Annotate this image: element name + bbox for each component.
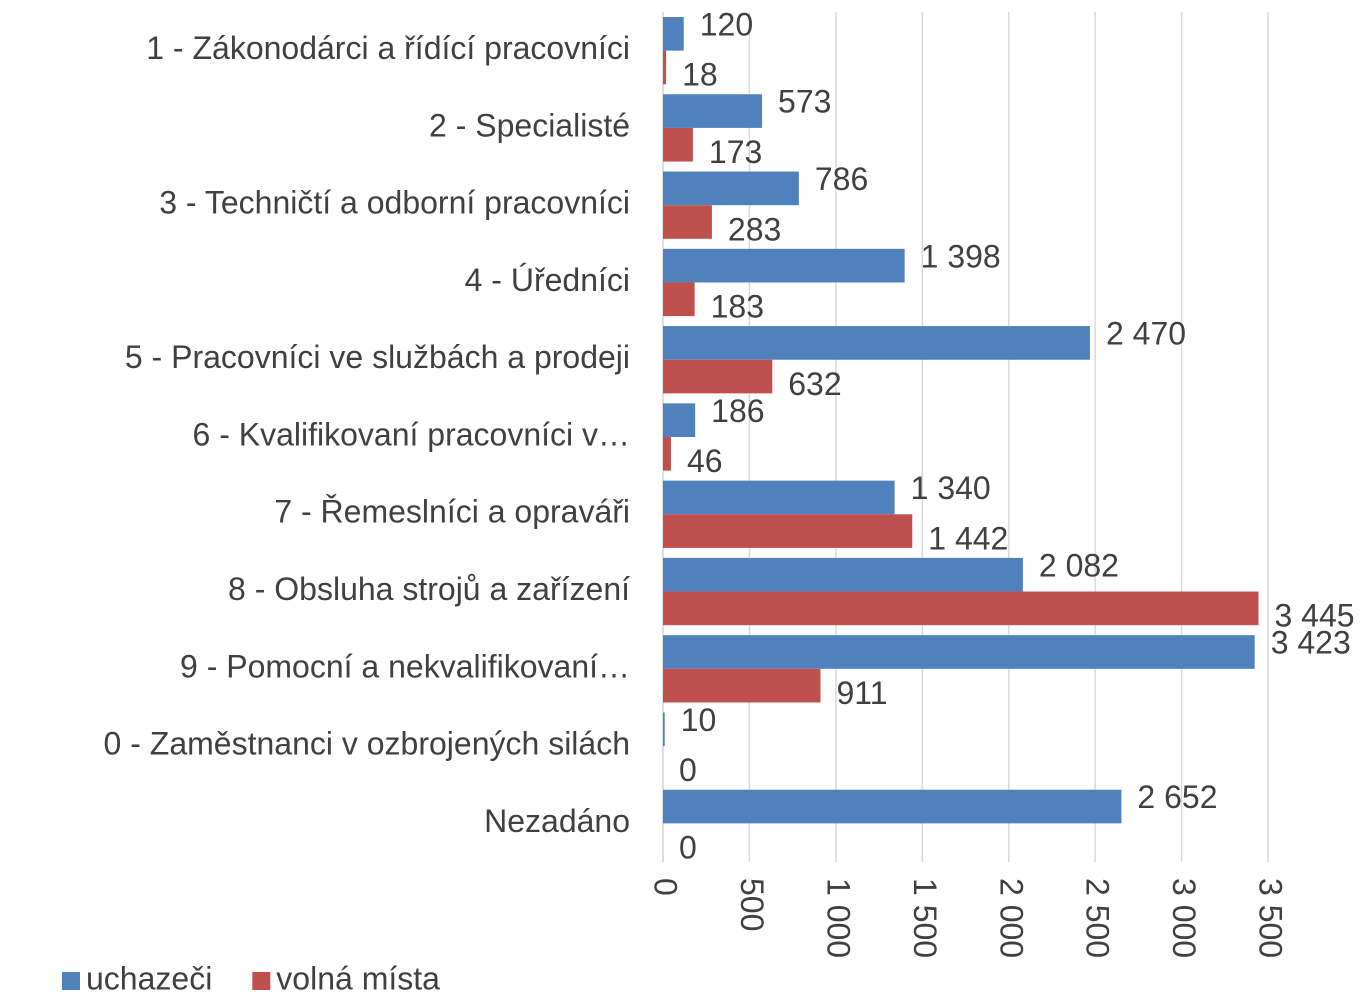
bar [663, 437, 671, 471]
legend-label: volná místa [276, 960, 440, 996]
x-tick-label: 2 000 [993, 878, 1029, 958]
bar [663, 171, 799, 206]
data-label: 1 442 [928, 520, 1008, 556]
x-tick-label: 500 [734, 878, 770, 931]
bar [663, 712, 665, 747]
bar [663, 789, 1122, 824]
data-label: 1 340 [911, 470, 991, 506]
legend-swatch [62, 972, 80, 990]
data-label: 120 [700, 6, 753, 42]
bar [663, 248, 905, 283]
y-tick-label: 2 - Specialisté [429, 107, 630, 143]
bar [663, 668, 821, 703]
data-label: 283 [728, 211, 781, 247]
bar [663, 359, 773, 394]
bar [663, 127, 693, 162]
data-label: 173 [709, 134, 762, 170]
data-label: 786 [815, 161, 868, 197]
y-tick-label: 8 - Obsluha strojů a zařízení [228, 571, 630, 607]
data-label: 18 [682, 57, 718, 93]
bar [663, 480, 895, 515]
data-label: 0 [679, 752, 697, 788]
data-label: 183 [711, 289, 764, 325]
bar [663, 282, 695, 317]
data-label: 2 470 [1106, 316, 1186, 352]
bar [663, 17, 684, 51]
legend-swatch [252, 972, 271, 990]
bar [663, 635, 1255, 669]
data-label: 2 652 [1137, 779, 1217, 815]
x-tick-label: 1 000 [820, 878, 856, 958]
y-tick-label: 0 - Zaměstnanci v ozbrojených silách [104, 726, 630, 762]
data-label: 1 398 [921, 238, 1001, 274]
data-label: 3 423 [1271, 625, 1351, 661]
y-tick-label: 4 - Úředníci [465, 262, 630, 298]
x-tick-label: 0 [648, 878, 684, 896]
bar [663, 94, 763, 128]
bar [663, 514, 913, 548]
y-tick-label: Nezadáno [484, 803, 630, 839]
data-label: 186 [711, 393, 764, 429]
y-tick-label: 6 - Kvalifikovaní pracovníci v… [193, 416, 631, 452]
bar [663, 591, 1259, 626]
data-label: 2 082 [1039, 547, 1119, 583]
y-tick-label: 9 - Pomocní a nekvalifikovaní… [180, 648, 630, 684]
y-tick-label: 7 - Řemeslníci a opraváři [274, 494, 630, 530]
data-label: 10 [681, 702, 717, 738]
x-tick-label: 2 500 [1080, 878, 1116, 958]
bar [663, 403, 696, 437]
legend-label: uchazeči [86, 960, 212, 996]
data-label: 573 [778, 84, 831, 120]
x-tick-label: 1 500 [907, 878, 943, 958]
data-label: 3 445 [1274, 598, 1354, 634]
data-label: 0 [679, 829, 697, 865]
bar [663, 326, 1090, 360]
y-tick-label: 5 - Pracovníci ve službách a prodeji [125, 339, 630, 375]
data-label: 911 [836, 675, 887, 711]
x-tick-label: 3 500 [1253, 878, 1289, 958]
bar [663, 205, 712, 239]
bar [663, 50, 667, 85]
y-tick-label: 1 - Zákonodárci a řídící pracovníci [146, 30, 630, 66]
x-tick-label: 3 000 [1166, 878, 1202, 958]
data-label: 46 [687, 443, 723, 479]
bar [663, 557, 1023, 592]
data-label: 632 [788, 366, 841, 402]
y-tick-label: 3 - Techničtí a odborní pracovníci [159, 185, 630, 221]
